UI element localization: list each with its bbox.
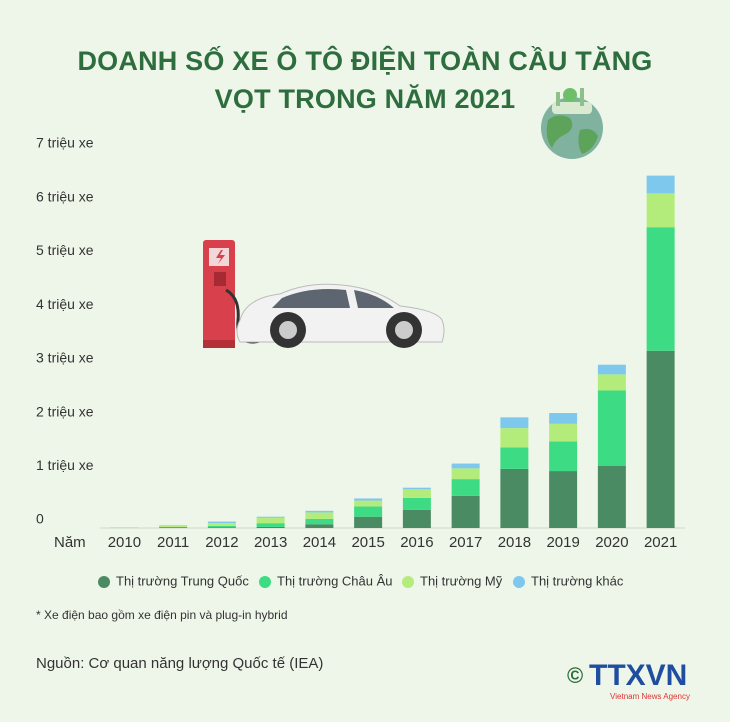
bar-segment bbox=[451, 495, 480, 528]
chart-title: DOANH SỐ XE Ô TÔ ĐIỆN TOÀN CẦU TĂNG VỌT … bbox=[77, 46, 653, 114]
bar-segment bbox=[256, 517, 285, 524]
footnote: * Xe điện bao gồm xe điện pin và plug-in… bbox=[36, 608, 288, 622]
bar-segment bbox=[500, 417, 529, 429]
x-tick-label: 2011 bbox=[157, 534, 189, 551]
bar-segment bbox=[402, 487, 431, 490]
bar-segment bbox=[256, 516, 285, 518]
y-tick-label: 7 triệu xe bbox=[36, 135, 94, 151]
bar-segment bbox=[597, 465, 626, 528]
source: Nguồn: Cơ quan năng lượng Quốc tế (IEA) bbox=[36, 655, 323, 672]
bar-segment bbox=[305, 524, 334, 528]
plot-area: 0 1 triệu xe 2 triệu xe 3 triệu xe 4 triệu x… bbox=[36, 135, 685, 588]
bar-segment bbox=[500, 428, 529, 448]
bar-segment bbox=[402, 497, 431, 510]
bar-segment bbox=[159, 525, 188, 526]
legend-swatch bbox=[259, 576, 271, 588]
bar-segment bbox=[597, 364, 626, 375]
x-tick-label: 2016 bbox=[400, 534, 433, 551]
bar-segment bbox=[646, 350, 675, 528]
x-tick-label: 2015 bbox=[351, 534, 384, 551]
bar-segment bbox=[256, 526, 285, 528]
bar-segment bbox=[159, 526, 188, 528]
bar-segment bbox=[159, 527, 188, 528]
bar-segment bbox=[305, 512, 334, 519]
x-tick-label: 2012 bbox=[205, 534, 238, 551]
bar-segment bbox=[597, 390, 626, 466]
y-tick-label: 4 triệu xe bbox=[36, 296, 94, 312]
bar-segment bbox=[402, 489, 431, 498]
bar-segment bbox=[549, 413, 578, 424]
x-tick-label: 2019 bbox=[546, 534, 579, 551]
y-tick-label: 6 triệu xe bbox=[36, 188, 94, 204]
x-tick-label: 2017 bbox=[449, 534, 482, 551]
legend-label: Thị trường khác bbox=[531, 573, 624, 588]
bar-segment bbox=[646, 175, 675, 194]
y-tick-label: 2 triệu xe bbox=[36, 403, 94, 419]
bar-segment bbox=[207, 525, 236, 528]
bar-segment bbox=[354, 500, 383, 507]
bar-segment bbox=[354, 506, 383, 517]
bar-segment bbox=[305, 510, 334, 513]
bar-segment bbox=[256, 523, 285, 527]
legend-swatch bbox=[98, 576, 110, 588]
bar-segment bbox=[597, 374, 626, 391]
x-tick-label: 2010 bbox=[108, 534, 141, 551]
bar-segment bbox=[402, 509, 431, 528]
bar-segment bbox=[646, 227, 675, 351]
bar-segment bbox=[207, 521, 236, 524]
logo-copyright: © bbox=[567, 663, 583, 688]
y-tick-label: 0 bbox=[36, 511, 44, 527]
bar-segment bbox=[549, 441, 578, 472]
x-tick-label: 2018 bbox=[498, 534, 531, 551]
logo-name: TTXVN bbox=[589, 659, 687, 692]
bar-segment bbox=[549, 471, 578, 528]
ev-illustration bbox=[203, 240, 445, 348]
legend-swatch bbox=[513, 576, 525, 588]
legend-label: Thị trường Châu Âu bbox=[277, 573, 393, 588]
legend-swatch bbox=[402, 576, 414, 588]
bar-segment bbox=[354, 498, 383, 501]
logo: © TTXVN Vietnam News Agency bbox=[567, 659, 690, 701]
x-axis-label: Năm bbox=[54, 534, 86, 551]
bar-segment bbox=[646, 193, 675, 228]
x-tick-label: 2020 bbox=[595, 534, 628, 551]
globe-icon bbox=[541, 88, 603, 159]
x-tick-label: 2021 bbox=[644, 534, 677, 551]
logo-subtitle: Vietnam News Agency bbox=[610, 692, 690, 701]
bar-segment bbox=[305, 518, 334, 525]
bar-segment bbox=[451, 479, 480, 496]
bar-segment bbox=[549, 423, 578, 442]
x-tick-label: 2013 bbox=[254, 534, 287, 551]
bar-segment bbox=[159, 525, 188, 527]
bar-segment bbox=[451, 468, 480, 480]
y-tick-label: 5 triệu xe bbox=[36, 242, 94, 258]
y-tick-label: 1 triệu xe bbox=[36, 457, 94, 473]
bar-segment bbox=[207, 527, 236, 528]
x-tick-label: 2014 bbox=[303, 534, 336, 551]
legend-label: Thị trường Trung Quốc bbox=[116, 573, 249, 588]
bar-segment bbox=[500, 468, 529, 528]
bar-segment bbox=[354, 516, 383, 528]
bar-segment bbox=[451, 463, 480, 469]
legend-label: Thị trường Mỹ bbox=[420, 573, 503, 588]
bar-segment bbox=[207, 523, 236, 526]
y-tick-label: 3 triệu xe bbox=[36, 350, 94, 366]
bar-segment bbox=[500, 447, 529, 469]
